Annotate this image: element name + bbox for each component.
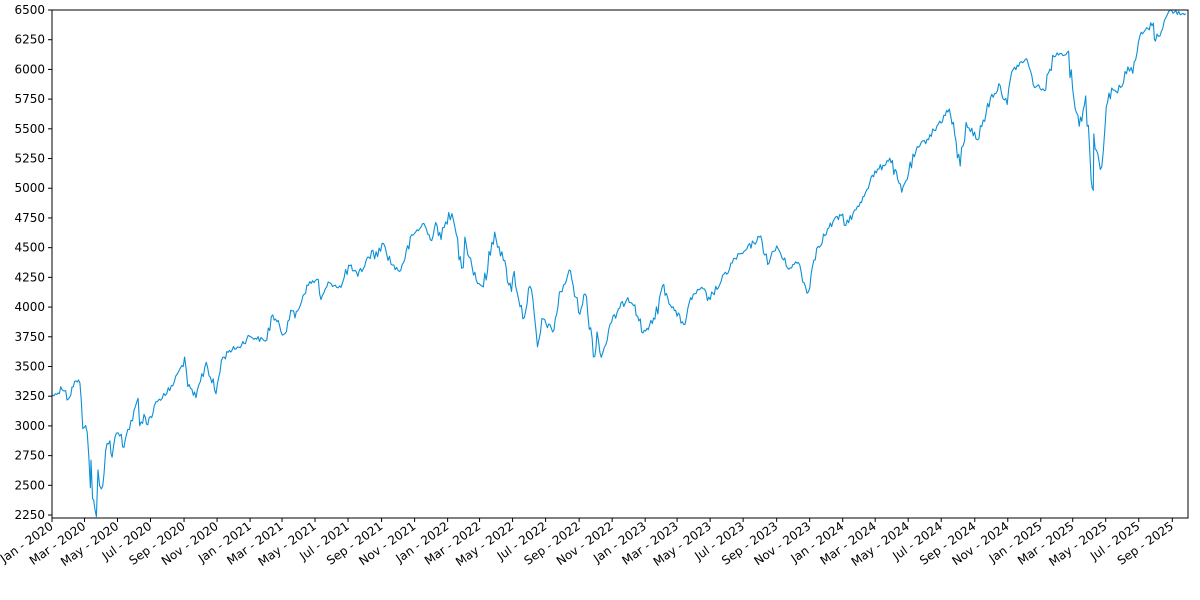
y-tick-label: 5750 xyxy=(14,92,45,106)
price-series-line xyxy=(52,9,1187,518)
y-tick-label: 3250 xyxy=(14,389,45,403)
y-tick-label: 4250 xyxy=(14,270,45,284)
y-tick-label: 4000 xyxy=(14,300,45,314)
y-tick-label: 2750 xyxy=(14,449,45,463)
y-tick-label: 6000 xyxy=(14,62,45,76)
y-tick-label: 5000 xyxy=(14,181,45,195)
y-tick-label: 4500 xyxy=(14,241,45,255)
y-tick-label: 3000 xyxy=(14,419,45,433)
y-tick-label: 5500 xyxy=(14,122,45,136)
y-axis: 2250 2500 2750 3000 3250 3500 3750 4000 4250 4500… xyxy=(14,3,52,522)
plot-background xyxy=(52,10,1188,518)
y-tick-label: 2250 xyxy=(14,508,45,522)
y-tick-label: 3500 xyxy=(14,359,45,373)
y-tick-label: 3750 xyxy=(14,330,45,344)
y-tick-label: 2500 xyxy=(14,478,45,492)
y-tick-label: 4750 xyxy=(14,211,45,225)
y-tick-label: 6500 xyxy=(14,3,45,17)
y-tick-label: 5250 xyxy=(14,152,45,166)
plot-frame xyxy=(51,9,1189,519)
y-tick-label: 6250 xyxy=(14,33,45,47)
